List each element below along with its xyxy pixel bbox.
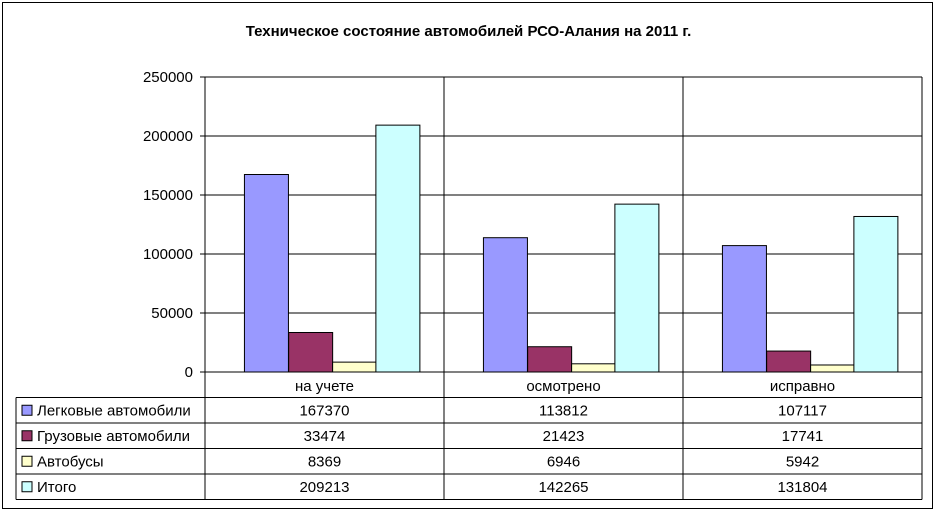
y-tick-label: 100000 [143, 246, 193, 263]
bar-0-0 [243, 174, 289, 373]
legend-swatch [21, 481, 33, 493]
bar-1-1 [527, 346, 573, 373]
legend-label: Итого [37, 479, 76, 496]
bar-0-3 [375, 124, 421, 373]
data-cell: 131804 [777, 479, 827, 496]
bar-1-0 [482, 237, 528, 373]
data-cell: 142265 [538, 479, 588, 496]
category-label: исправно [770, 378, 835, 395]
bar-1-3 [614, 203, 660, 373]
data-cell: 21423 [543, 428, 585, 445]
legend-swatch [21, 430, 33, 442]
y-tick-label: 250000 [143, 69, 193, 86]
legend-swatch [21, 404, 33, 416]
legend-label: Автобусы [37, 453, 104, 470]
y-tick-label: 50000 [151, 305, 193, 322]
data-cell: 167370 [299, 402, 349, 419]
y-tick-label: 150000 [143, 187, 193, 204]
category-label: на учете [295, 378, 354, 395]
y-tick-label: 200000 [143, 128, 193, 145]
bar-2-0 [721, 245, 767, 373]
data-cell: 17741 [782, 428, 824, 445]
bar-2-3 [853, 215, 899, 373]
data-cell: 107117 [778, 402, 827, 419]
chart-title: Техническое состояние автомобилей РСО-Ал… [245, 23, 692, 40]
y-tick-label: 0 [185, 364, 193, 381]
data-cell: 5942 [786, 453, 819, 470]
legend-swatch [21, 455, 33, 467]
data-cell: 6946 [547, 453, 580, 470]
data-cell: 33474 [304, 428, 346, 445]
bar-2-2 [810, 364, 856, 373]
data-cell: 113812 [539, 402, 588, 419]
bar-2-1 [766, 350, 812, 373]
legend-label: Грузовые автомобили [37, 428, 190, 445]
bar-1-2 [571, 363, 617, 373]
chart-frame: Техническое состояние автомобилей РСО-Ал… [2, 2, 933, 509]
category-label: осмотрено [526, 378, 600, 395]
bar-0-2 [332, 361, 378, 373]
data-cell: 8369 [308, 453, 341, 470]
bar-0-1 [288, 332, 334, 373]
legend-label: Легковые автомобили [37, 402, 191, 419]
data-cell: 209213 [299, 479, 349, 496]
